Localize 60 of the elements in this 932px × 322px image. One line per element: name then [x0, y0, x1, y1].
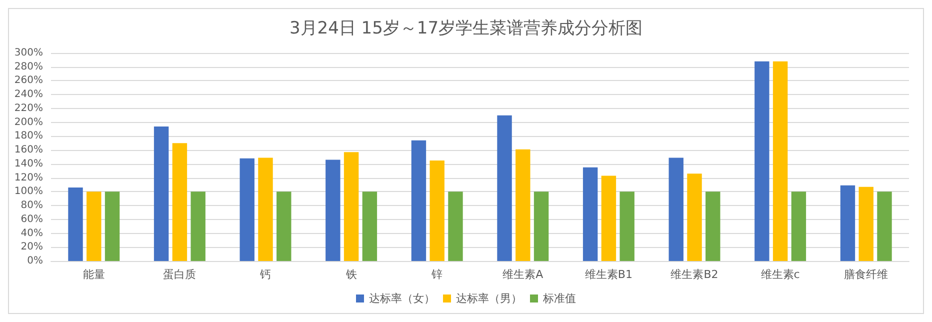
bar — [687, 174, 702, 261]
bar — [516, 149, 530, 261]
bar — [497, 115, 512, 261]
chart-title: 3月24日 15岁～17岁学生菜谱营养成分分析图 — [289, 18, 643, 38]
bar — [601, 176, 616, 261]
bar — [362, 192, 378, 261]
y-tick-label: 280% — [14, 61, 43, 72]
bar — [791, 192, 806, 261]
bar — [104, 192, 120, 261]
x-tick-label: 维生素A — [502, 268, 544, 281]
bar — [448, 192, 463, 261]
bar — [276, 192, 292, 261]
x-tick-label: 维生素B1 — [584, 268, 632, 281]
bar — [754, 61, 770, 261]
y-tick-label: 240% — [14, 89, 43, 100]
bar — [68, 188, 83, 261]
legend-label: 达标率（男） — [456, 292, 522, 305]
bar — [877, 192, 892, 261]
bar — [411, 140, 426, 261]
y-tick-label: 40% — [20, 228, 43, 239]
bar — [620, 192, 634, 261]
bar — [258, 158, 273, 261]
bar — [706, 192, 720, 261]
y-tick-label: 220% — [14, 102, 43, 114]
bar — [154, 126, 169, 261]
x-tick-label: 能量 — [82, 268, 105, 281]
x-tick-label: 蛋白质 — [163, 268, 196, 281]
legend-label: 达标率（女） — [369, 292, 435, 305]
bar — [858, 186, 874, 261]
x-tick-label: 铁 — [344, 268, 357, 281]
y-tick-label: 200% — [14, 116, 43, 128]
bar — [86, 192, 102, 261]
x-tick-label: 锌 — [430, 268, 443, 281]
x-tick-label: 维生素c — [760, 268, 800, 281]
bar — [326, 160, 340, 261]
bar — [582, 167, 598, 261]
legend-label: 标准值 — [542, 292, 576, 305]
bar — [668, 158, 684, 261]
y-tick-label: 100% — [14, 186, 43, 198]
y-tick-label: 20% — [20, 242, 43, 253]
bar — [430, 160, 444, 261]
bar — [840, 185, 856, 261]
x-tick-label: 膳食纤维 — [844, 268, 888, 281]
y-tick-label: 140% — [14, 158, 43, 170]
y-tick-label: 180% — [14, 130, 43, 142]
bar — [772, 61, 788, 261]
y-tick-label: 0% — [27, 256, 43, 266]
y-tick-label: 60% — [20, 214, 43, 225]
y-tick-label: 80% — [20, 200, 43, 212]
y-tick-label: 120% — [14, 172, 43, 184]
bar — [344, 152, 359, 261]
y-tick-label: 260% — [14, 75, 43, 86]
bar — [534, 192, 549, 261]
x-tick-label: 维生素B2 — [670, 268, 718, 281]
y-tick-label: 160% — [14, 144, 43, 156]
bar — [190, 192, 206, 261]
bar — [240, 158, 254, 261]
y-tick-label: 300% — [14, 48, 43, 58]
bar — [172, 143, 188, 261]
x-tick-label: 钙 — [259, 268, 271, 281]
